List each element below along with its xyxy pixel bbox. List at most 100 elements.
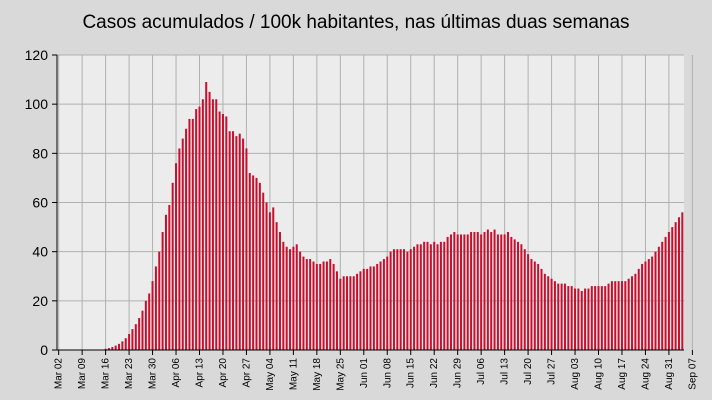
bar bbox=[577, 288, 580, 350]
bar bbox=[352, 276, 355, 350]
bar bbox=[644, 261, 647, 350]
bar bbox=[121, 341, 124, 350]
bar bbox=[319, 263, 322, 350]
bar bbox=[406, 251, 409, 350]
x-tick-label: Jun 29 bbox=[453, 358, 464, 388]
bar bbox=[268, 212, 271, 350]
bar bbox=[490, 232, 493, 350]
x-tick-label: Mar 30 bbox=[148, 358, 159, 390]
x-tick-label: Mar 23 bbox=[124, 358, 135, 390]
y-tick-label: 100 bbox=[25, 96, 49, 112]
bar bbox=[409, 249, 412, 350]
bar bbox=[604, 286, 607, 350]
bar bbox=[553, 281, 556, 350]
bar bbox=[436, 244, 439, 350]
bar bbox=[627, 278, 630, 350]
bar bbox=[175, 163, 178, 350]
bar bbox=[111, 347, 114, 350]
bar bbox=[369, 266, 372, 350]
bar bbox=[366, 268, 369, 350]
bar bbox=[446, 236, 449, 350]
bar bbox=[543, 273, 546, 350]
bar bbox=[302, 256, 305, 350]
x-tick-label: Mar 09 bbox=[77, 358, 88, 390]
bar bbox=[198, 106, 201, 350]
bar bbox=[208, 91, 211, 350]
y-tick-label: 20 bbox=[32, 293, 48, 309]
bar bbox=[547, 276, 550, 350]
bar bbox=[107, 348, 110, 350]
x-tick-label: May 18 bbox=[312, 358, 323, 391]
bar bbox=[654, 251, 657, 350]
bar bbox=[144, 300, 147, 350]
bar bbox=[342, 276, 345, 350]
bar bbox=[453, 232, 456, 350]
y-tick-label: 120 bbox=[25, 47, 49, 63]
bar bbox=[346, 276, 349, 350]
chart-title: Casos acumulados / 100k habitantes, nas … bbox=[82, 12, 630, 33]
bar bbox=[201, 99, 204, 350]
bar bbox=[168, 204, 171, 350]
bar bbox=[124, 338, 127, 350]
bar bbox=[574, 288, 577, 350]
bar bbox=[523, 249, 526, 350]
bar bbox=[221, 114, 224, 350]
bar bbox=[332, 263, 335, 350]
bar bbox=[587, 288, 590, 350]
bar bbox=[312, 261, 315, 350]
bar bbox=[480, 234, 483, 350]
bar bbox=[527, 254, 530, 350]
y-tick-label: 40 bbox=[32, 244, 48, 260]
bar bbox=[486, 229, 489, 350]
bar bbox=[533, 261, 536, 350]
bar bbox=[252, 175, 255, 350]
bar bbox=[242, 138, 245, 350]
x-tick-label: Mar 02 bbox=[54, 358, 65, 390]
x-tick-label: Jun 22 bbox=[429, 358, 440, 388]
x-tick-label: Jun 08 bbox=[382, 358, 393, 388]
bar bbox=[560, 283, 563, 350]
bar bbox=[510, 236, 513, 350]
bar bbox=[631, 276, 634, 350]
bar bbox=[245, 148, 248, 350]
bar bbox=[372, 266, 375, 350]
bar bbox=[466, 234, 469, 350]
bar bbox=[262, 192, 265, 350]
bar bbox=[530, 259, 533, 350]
bar bbox=[550, 278, 553, 350]
bar bbox=[275, 222, 278, 350]
x-tick-label: Apr 06 bbox=[171, 358, 182, 388]
bar bbox=[138, 318, 141, 350]
bar bbox=[329, 259, 332, 350]
bar bbox=[597, 286, 600, 350]
bar bbox=[520, 244, 523, 350]
bar bbox=[607, 283, 610, 350]
bar bbox=[624, 281, 627, 350]
bar bbox=[386, 256, 389, 350]
bar bbox=[265, 202, 268, 350]
bar bbox=[590, 286, 593, 350]
bar bbox=[567, 286, 570, 350]
bar bbox=[278, 232, 281, 350]
bar bbox=[232, 131, 235, 350]
bar bbox=[563, 283, 566, 350]
bar bbox=[225, 116, 228, 350]
x-tick-label: Aug 03 bbox=[570, 358, 581, 390]
x-tick-label: Jun 15 bbox=[406, 358, 417, 388]
bar bbox=[476, 232, 479, 350]
x-tick-label: Jul 20 bbox=[523, 358, 534, 385]
bar bbox=[171, 182, 174, 350]
bar bbox=[443, 241, 446, 350]
bar bbox=[104, 348, 107, 350]
bar bbox=[299, 251, 302, 350]
bar bbox=[131, 329, 134, 350]
bar bbox=[493, 229, 496, 350]
bar bbox=[282, 241, 285, 350]
bar bbox=[191, 118, 194, 351]
bar bbox=[195, 109, 198, 350]
x-tick-label: Aug 10 bbox=[594, 358, 605, 390]
bar bbox=[148, 293, 151, 350]
bar bbox=[513, 239, 516, 350]
bar bbox=[295, 244, 298, 350]
